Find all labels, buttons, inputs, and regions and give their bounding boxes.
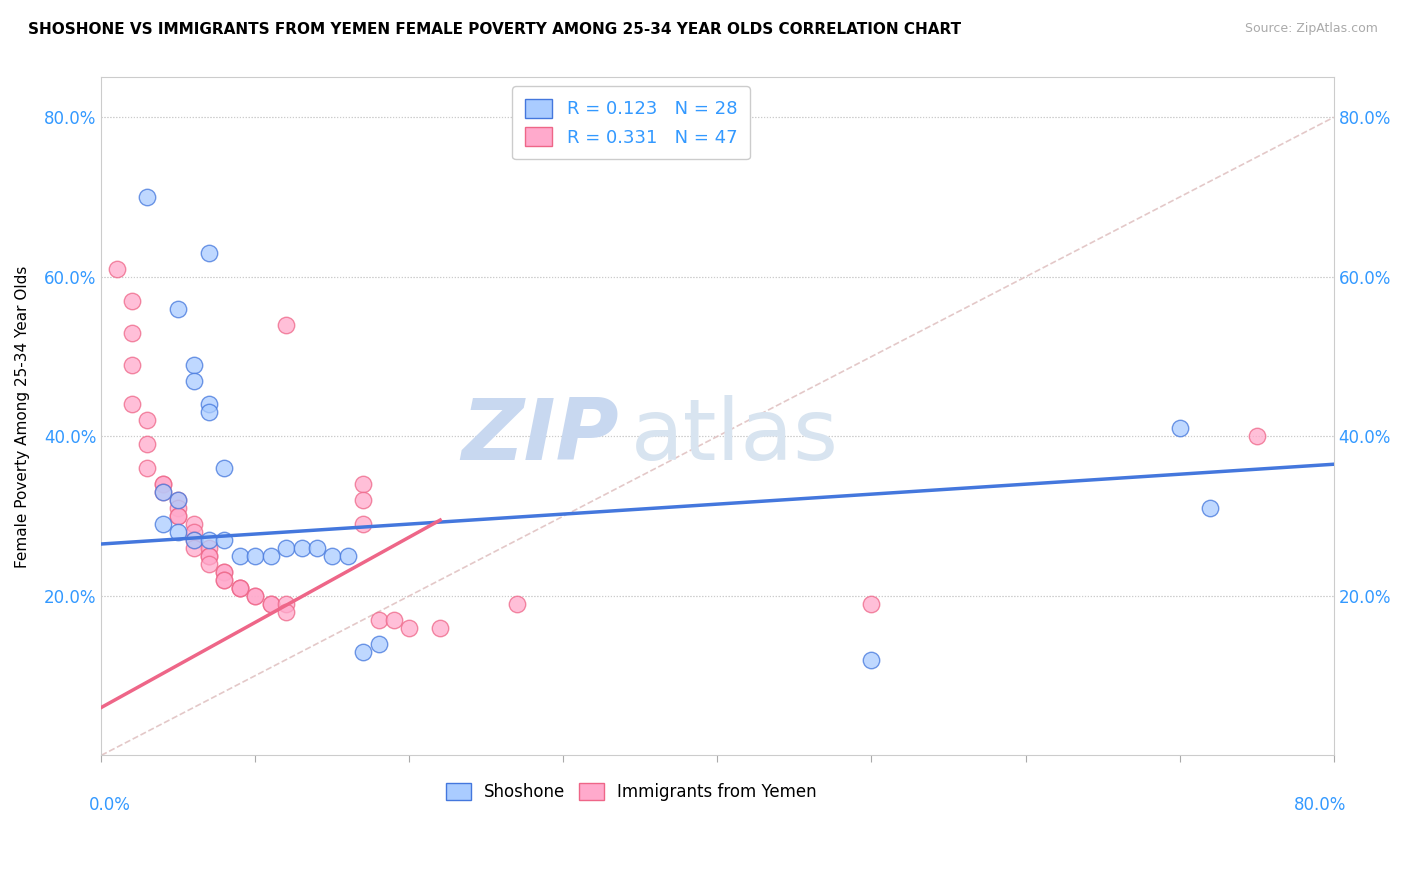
- Point: [152, 517, 174, 532]
- Point: [183, 541, 205, 555]
- Text: SHOSHONE VS IMMIGRANTS FROM YEMEN FEMALE POVERTY AMONG 25-34 YEAR OLDS CORRELATI: SHOSHONE VS IMMIGRANTS FROM YEMEN FEMALE…: [28, 22, 962, 37]
- Point: [183, 517, 205, 532]
- Point: [260, 549, 283, 563]
- Point: [198, 557, 221, 571]
- Point: [274, 318, 297, 332]
- Point: [214, 573, 236, 587]
- Point: [121, 358, 143, 372]
- Point: [860, 653, 883, 667]
- Point: [198, 533, 221, 547]
- Point: [367, 613, 389, 627]
- Point: [429, 621, 451, 635]
- Point: [367, 637, 389, 651]
- Point: [183, 533, 205, 547]
- Point: [260, 597, 283, 611]
- Point: [214, 533, 236, 547]
- Point: [352, 477, 374, 491]
- Point: [336, 549, 359, 563]
- Point: [121, 397, 143, 411]
- Point: [1246, 429, 1268, 443]
- Point: [274, 605, 297, 619]
- Point: [198, 541, 221, 555]
- Point: [152, 477, 174, 491]
- Point: [1168, 421, 1191, 435]
- Point: [290, 541, 312, 555]
- Point: [167, 524, 190, 539]
- Point: [352, 493, 374, 508]
- Point: [167, 301, 190, 316]
- Point: [167, 501, 190, 516]
- Point: [860, 597, 883, 611]
- Legend: Shoshone, Immigrants from Yemen: Shoshone, Immigrants from Yemen: [439, 777, 824, 808]
- Point: [136, 437, 159, 451]
- Point: [167, 493, 190, 508]
- Point: [214, 573, 236, 587]
- Point: [198, 397, 221, 411]
- Point: [214, 565, 236, 579]
- Point: [506, 597, 529, 611]
- Point: [105, 261, 128, 276]
- Point: [321, 549, 343, 563]
- Point: [198, 549, 221, 563]
- Point: [245, 589, 267, 603]
- Point: [121, 293, 143, 308]
- Point: [229, 549, 252, 563]
- Point: [245, 589, 267, 603]
- Point: [398, 621, 420, 635]
- Point: [274, 597, 297, 611]
- Point: [214, 565, 236, 579]
- Text: ZIP: ZIP: [461, 395, 619, 478]
- Point: [1199, 501, 1222, 516]
- Point: [198, 549, 221, 563]
- Point: [183, 374, 205, 388]
- Text: Source: ZipAtlas.com: Source: ZipAtlas.com: [1244, 22, 1378, 36]
- Point: [136, 190, 159, 204]
- Point: [214, 461, 236, 475]
- Point: [305, 541, 328, 555]
- Point: [167, 509, 190, 524]
- Point: [152, 477, 174, 491]
- Point: [152, 485, 174, 500]
- Point: [183, 533, 205, 547]
- Point: [198, 246, 221, 260]
- Point: [136, 413, 159, 427]
- Point: [229, 581, 252, 595]
- Point: [136, 461, 159, 475]
- Text: atlas: atlas: [631, 395, 839, 478]
- Point: [183, 358, 205, 372]
- Point: [152, 485, 174, 500]
- Point: [382, 613, 405, 627]
- Point: [352, 645, 374, 659]
- Point: [352, 517, 374, 532]
- Point: [229, 581, 252, 595]
- Text: 0.0%: 0.0%: [89, 796, 131, 814]
- Point: [229, 581, 252, 595]
- Point: [167, 509, 190, 524]
- Text: 80.0%: 80.0%: [1294, 796, 1346, 814]
- Point: [121, 326, 143, 340]
- Point: [167, 493, 190, 508]
- Point: [245, 549, 267, 563]
- Point: [198, 405, 221, 419]
- Y-axis label: Female Poverty Among 25-34 Year Olds: Female Poverty Among 25-34 Year Olds: [15, 265, 30, 567]
- Point: [274, 541, 297, 555]
- Point: [260, 597, 283, 611]
- Point: [183, 524, 205, 539]
